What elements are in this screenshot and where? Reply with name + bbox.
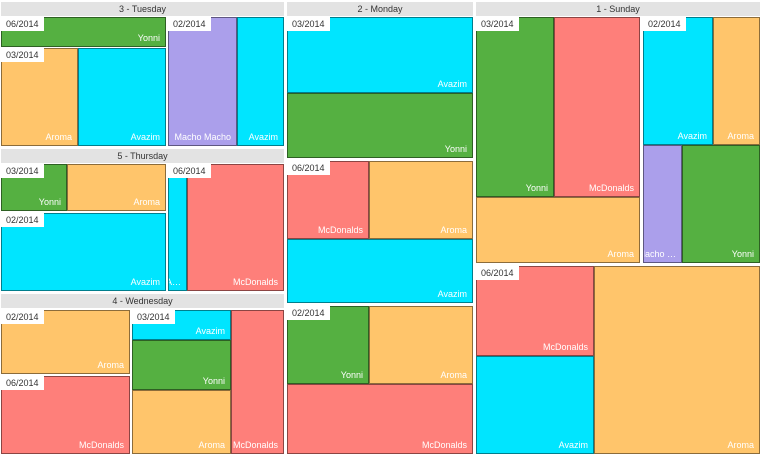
- tile-label: McDonalds: [78, 440, 124, 450]
- treemap-tile-mcdonalds[interactable]: McDonalds: [187, 164, 284, 291]
- tile-label: Yonni: [38, 197, 61, 207]
- tile-label: Avazim: [130, 277, 160, 287]
- treemap-tile-aroma[interactable]: Aroma: [132, 390, 231, 454]
- tile-label: McDonalds: [232, 277, 278, 287]
- tile-label: Avazim: [195, 326, 225, 336]
- treemap-tile-avazim[interactable]: A…: [168, 164, 187, 291]
- treemap-tile-avazim[interactable]: Avazim: [476, 356, 594, 454]
- treemap-tile-yonni[interactable]: Yonni: [682, 145, 760, 263]
- tile-label: Avazim: [130, 132, 160, 142]
- treemap-tile-aroma[interactable]: Aroma: [594, 266, 760, 454]
- treemap-tile-aroma[interactable]: Aroma: [476, 197, 640, 263]
- treemap-tile-avazim[interactable]: Avazim: [287, 239, 473, 303]
- tile-label: Aroma: [727, 440, 754, 450]
- tile-label: McDonalds: [588, 183, 634, 193]
- treemap-tile-avazim[interactable]: Avazim: [643, 17, 713, 145]
- day-header-2-monday: 2 - Monday: [287, 2, 473, 16]
- treemap-tile-aroma[interactable]: Aroma: [67, 164, 166, 211]
- treemap-tile-macho-macho[interactable]: Macho Macho: [168, 17, 237, 146]
- tile-label: McDonalds: [542, 342, 588, 352]
- tile-label: McDonalds: [317, 225, 363, 235]
- group-label-02-2014: 02/2014: [287, 306, 330, 320]
- tile-label: Yonni: [137, 33, 160, 43]
- tile-label: Aroma: [45, 132, 72, 142]
- tile-label: Aroma: [440, 370, 467, 380]
- group-label-03-2014: 03/2014: [132, 310, 175, 324]
- group-label-03-2014: 03/2014: [287, 17, 330, 31]
- treemap-tile-aroma[interactable]: Aroma: [1, 310, 130, 374]
- treemap-tile-macho-macho[interactable]: Macho …: [643, 145, 682, 263]
- group-label-02-2014: 02/2014: [168, 17, 211, 31]
- treemap-tile-avazim[interactable]: Avazim: [237, 17, 284, 146]
- group-label-06-2014: 06/2014: [1, 17, 44, 31]
- tile-label: Yonni: [444, 144, 467, 154]
- tile-label: Aroma: [133, 197, 160, 207]
- treemap-tile-mcdonalds[interactable]: McDonalds: [554, 17, 640, 197]
- tile-label: Macho …: [644, 249, 676, 259]
- tile-label: Aroma: [727, 131, 754, 141]
- tile-label: Avazim: [248, 132, 278, 142]
- group-label-02-2014: 02/2014: [1, 213, 44, 227]
- group-label-03-2014: 03/2014: [1, 164, 44, 178]
- tile-label: Yonni: [731, 249, 754, 259]
- group-label-06-2014: 06/2014: [168, 164, 211, 178]
- tile-label: Aroma: [97, 360, 124, 370]
- treemap-tile-mcdonalds[interactable]: McDonalds: [231, 310, 284, 454]
- treemap-tile-aroma[interactable]: Aroma: [1, 48, 78, 146]
- treemap-tile-aroma[interactable]: Aroma: [369, 161, 473, 239]
- tile-label: McDonalds: [232, 440, 278, 450]
- tile-label: Avazim: [677, 131, 707, 141]
- tile-label: Avazim: [558, 440, 588, 450]
- tile-label: McDonalds: [421, 440, 467, 450]
- treemap-tile-aroma[interactable]: Aroma: [369, 306, 473, 384]
- tile-label: Yonni: [525, 183, 548, 193]
- tile-label: Avazim: [437, 79, 467, 89]
- treemap-tile-yonni[interactable]: Yonni: [476, 17, 554, 197]
- treemap-tile-aroma[interactable]: Aroma: [713, 17, 760, 145]
- tile-label: Yonni: [202, 376, 225, 386]
- tile-label: Avazim: [437, 289, 467, 299]
- tile-label: Aroma: [198, 440, 225, 450]
- day-header-1-sunday: 1 - Sunday: [476, 2, 760, 16]
- group-label-06-2014: 06/2014: [1, 376, 44, 390]
- group-label-06-2014: 06/2014: [476, 266, 519, 280]
- treemap-tile-mcdonalds[interactable]: McDonalds: [287, 384, 473, 454]
- treemap-tile-mcdonalds[interactable]: McDonalds: [476, 266, 594, 356]
- day-header-5-thursday: 5 - Thursday: [1, 149, 284, 163]
- day-header-4-wednesday: 4 - Wednesday: [1, 294, 284, 308]
- tile-label: Macho Macho: [174, 132, 231, 142]
- group-label-03-2014: 03/2014: [476, 17, 519, 31]
- tile-label: A…: [169, 277, 181, 287]
- tile-label: Yonni: [340, 370, 363, 380]
- group-label-02-2014: 02/2014: [1, 310, 44, 324]
- group-label-03-2014: 03/2014: [1, 48, 44, 62]
- tile-label: Aroma: [607, 249, 634, 259]
- treemap-tile-yonni[interactable]: Yonni: [132, 340, 231, 390]
- day-header-3-tuesday: 3 - Tuesday: [1, 2, 284, 16]
- treemap-tile-avazim[interactable]: Avazim: [1, 213, 166, 291]
- group-label-06-2014: 06/2014: [287, 161, 330, 175]
- tile-label: Aroma: [440, 225, 467, 235]
- treemap-tile-avazim[interactable]: Avazim: [78, 48, 166, 146]
- group-label-02-2014: 02/2014: [643, 17, 686, 31]
- treemap-tile-yonni[interactable]: Yonni: [287, 93, 473, 158]
